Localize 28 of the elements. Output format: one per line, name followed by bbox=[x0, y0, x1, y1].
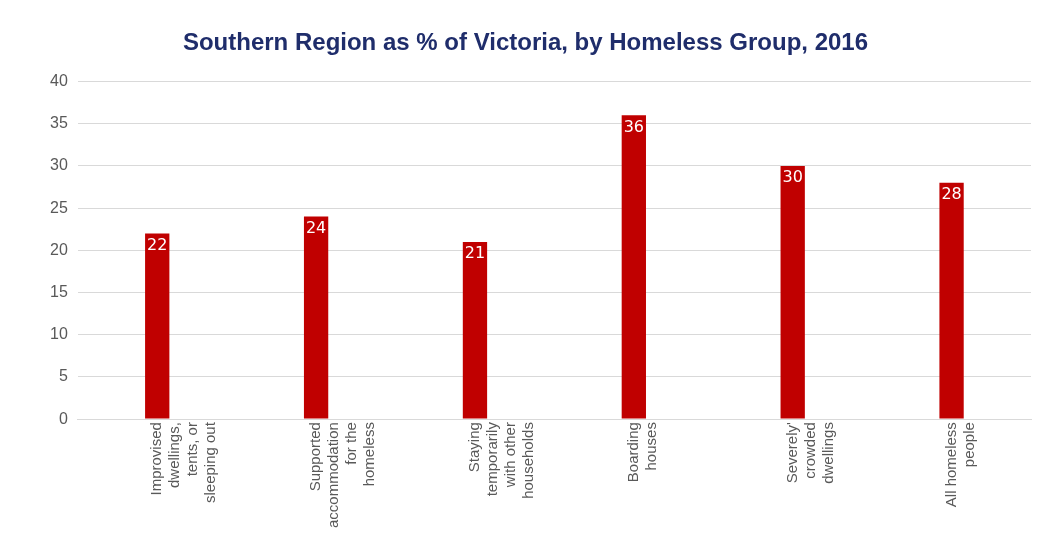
data-label: 30 bbox=[782, 167, 803, 187]
bar bbox=[145, 233, 170, 419]
y-tick-label: 0 bbox=[58, 409, 68, 427]
bar bbox=[780, 165, 805, 419]
x-tick-label: Staying temporarily with other households bbox=[465, 421, 537, 499]
y-tick-label: 30 bbox=[50, 156, 68, 174]
x-tick-label: Improvised dwellings, tents, or sleeping out bbox=[147, 421, 219, 504]
y-tick-label: 15 bbox=[50, 282, 68, 300]
x-tick-label: Severely' crowded dwellings bbox=[782, 421, 836, 484]
chart-title: Southern Region as % of Victoria, by Homeless Group, 2016 bbox=[181, 27, 870, 57]
data-label: 21 bbox=[464, 243, 486, 263]
y-tick-label: 25 bbox=[50, 198, 68, 216]
data-label: 22 bbox=[147, 234, 168, 254]
y-tick-label: 35 bbox=[50, 114, 68, 132]
x-tick-label: Supported accommodation for the homeless bbox=[306, 422, 378, 528]
y-tick-label: 20 bbox=[50, 240, 68, 258]
y-tick-label: 40 bbox=[50, 72, 68, 90]
data-label: 36 bbox=[623, 116, 645, 136]
data-label: 28 bbox=[941, 184, 962, 204]
x-tick-label: Boarding houses bbox=[623, 422, 659, 483]
x-tick-label: All homeless people bbox=[941, 422, 977, 508]
y-tick-label: 5 bbox=[58, 367, 68, 385]
bar bbox=[621, 115, 646, 419]
bar bbox=[462, 241, 488, 419]
bar bbox=[303, 216, 329, 419]
y-tick-label: 10 bbox=[50, 325, 68, 343]
bar bbox=[939, 182, 964, 419]
data-label: 24 bbox=[305, 217, 327, 237]
